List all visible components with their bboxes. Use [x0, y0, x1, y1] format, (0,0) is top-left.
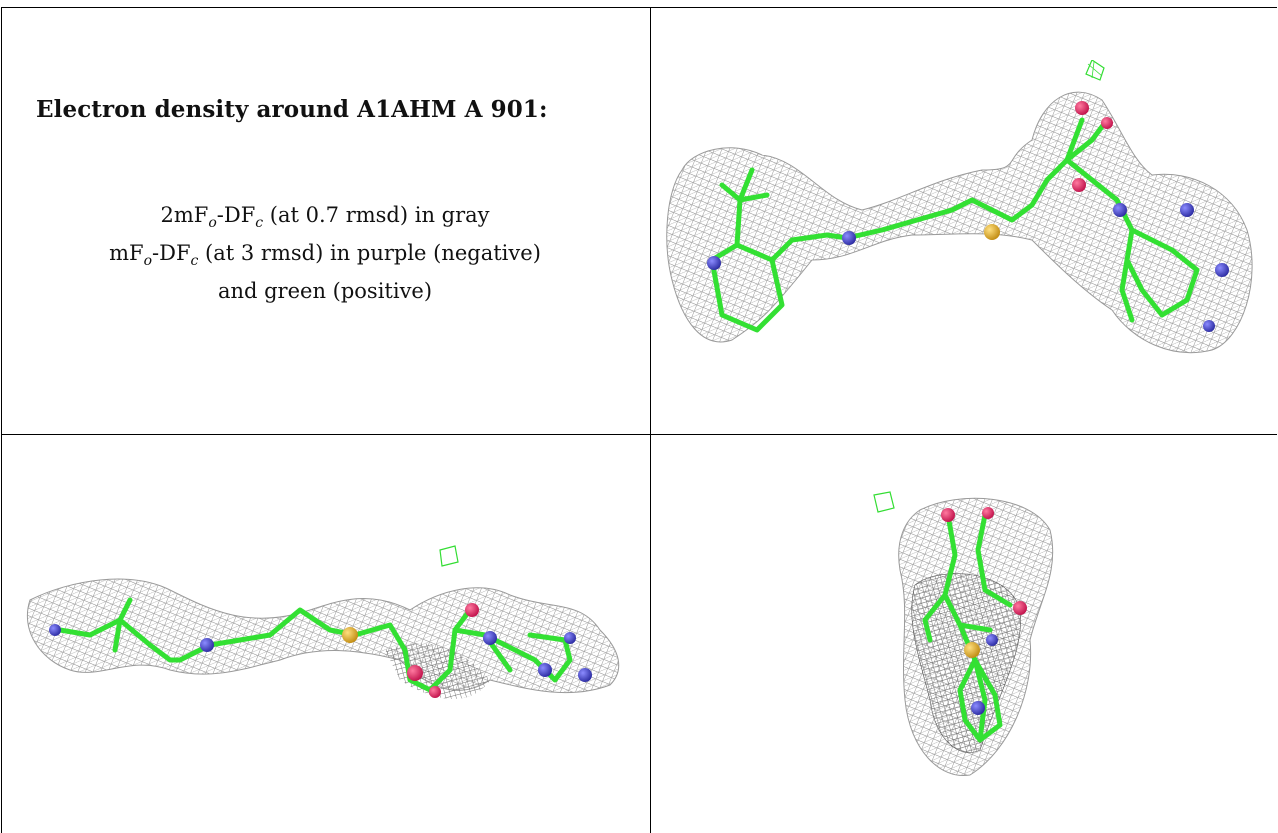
view-top-right [652, 60, 1276, 370]
legend-text: 2mFo-DFc (at 0.7 rmsd) in gray mFo-DFc (… [2, 200, 648, 306]
caption-cell: Electron density around A1AHM A 901: 2mF… [2, 2, 648, 428]
grid-border-left [1, 7, 2, 833]
view-bottom-left [10, 540, 642, 730]
legend-line-1: 2mFo-DFc (at 0.7 rmsd) in gray [160, 203, 490, 232]
electron-density-mesh-icon [666, 60, 1253, 354]
electron-density-mesh-icon [873, 491, 1054, 777]
legend-line-2: mFo-DFc (at 3 rmsd) in purple (negative) [109, 241, 541, 270]
figure-title: Electron density around A1AHM A 901: [36, 96, 548, 123]
legend-line-3: and green (positive) [217, 279, 433, 304]
electron-density-mesh-icon [26, 545, 620, 699]
grid-border-middle [1, 434, 1277, 435]
grid-border-top [1, 7, 1277, 8]
view-bottom-right [860, 490, 1080, 780]
grid-border-center [650, 7, 651, 833]
